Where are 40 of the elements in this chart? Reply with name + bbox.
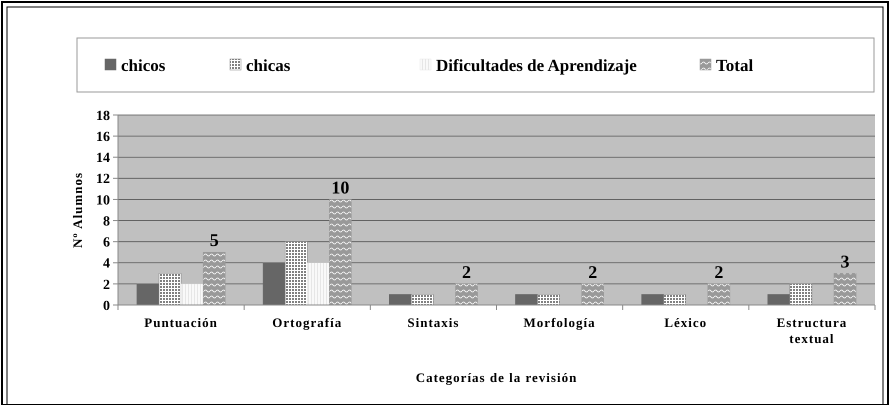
bar: [834, 273, 856, 306]
bar: [136, 284, 160, 306]
y-tick-label: 6: [103, 236, 110, 251]
bar: [307, 262, 330, 306]
x-axis-title: Categorías de la revisión: [416, 370, 578, 385]
x-tick-label: Puntuación: [144, 315, 218, 330]
legend-label: Dificultades de Aprendizaje: [436, 56, 638, 75]
legend-label: Total: [716, 56, 754, 75]
data-label: 2: [462, 262, 472, 282]
bar: [180, 284, 204, 306]
bar: [329, 199, 352, 306]
y-tick-label: 14: [96, 151, 110, 166]
y-tick-label: 4: [103, 256, 110, 272]
bar: [202, 252, 226, 306]
y-tick-label: 8: [103, 214, 110, 230]
x-tick-label: Estructura textual: [776, 315, 848, 346]
bar: [708, 284, 730, 306]
legend-label: chicas: [246, 56, 291, 75]
bar: [515, 294, 538, 306]
y-tick-label: 12: [96, 172, 110, 188]
x-tick-label: Sintaxis: [407, 315, 460, 330]
x-tick-label: Ortografía: [272, 315, 342, 330]
x-tick-label: Léxico: [664, 315, 708, 330]
y-tick-label: 2: [103, 278, 110, 293]
data-label: 10: [331, 177, 350, 198]
y-tick-label: 16: [96, 130, 110, 146]
y-axis-title: Nº Alumnos: [70, 172, 85, 248]
legend-label: chicos: [121, 56, 166, 75]
bar: [455, 284, 478, 306]
bar: [641, 294, 664, 306]
bar: [768, 294, 790, 306]
data-label: 2: [588, 262, 598, 282]
x-tick-label: Morfología: [524, 315, 596, 330]
y-tick-label: 10: [96, 193, 110, 208]
y-tick-label: 18: [96, 108, 110, 124]
bar: [262, 262, 286, 306]
y-tick-label: 0: [103, 298, 110, 314]
bar: [581, 284, 604, 306]
data-label: 2: [714, 262, 724, 282]
bar: [389, 294, 412, 306]
